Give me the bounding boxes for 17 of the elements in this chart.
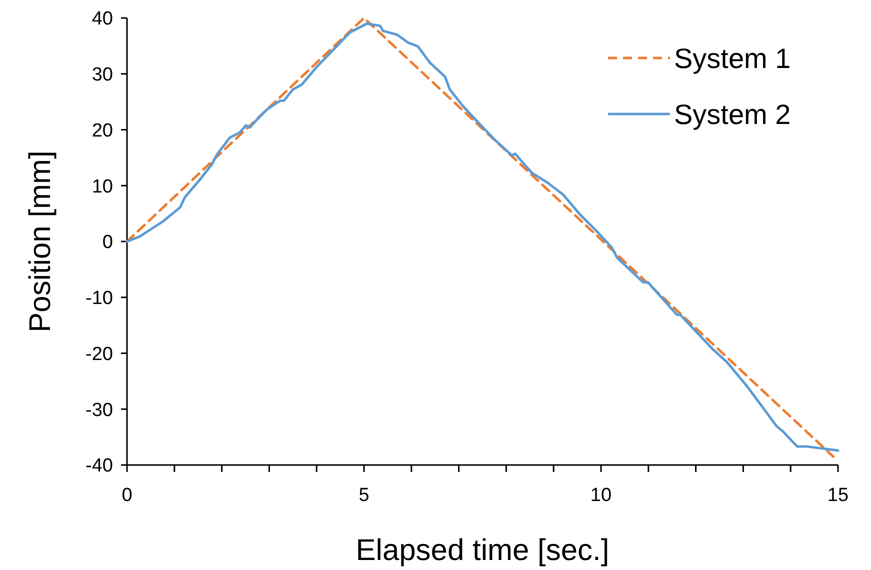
x-tick-label: 15 [827, 485, 849, 506]
y-tick-label: -30 [86, 400, 113, 421]
y-axis-title: Position [mm] [24, 150, 57, 332]
y-tick-label: -40 [86, 456, 113, 477]
y-tick-label: 40 [92, 8, 113, 30]
y-tick-label: -10 [86, 288, 113, 310]
y-tick-label: 30 [92, 64, 113, 86]
x-tick-label: 5 [358, 485, 370, 506]
legend-label: System 2 [674, 98, 791, 130]
y-tick-label: 20 [92, 120, 113, 142]
x-axis-title: Elapsed time [sec.] [356, 534, 610, 567]
x-tick-label: 0 [122, 485, 132, 506]
y-tick-label: -20 [86, 344, 113, 365]
y-tick-label: 10 [92, 176, 113, 198]
y-tick-label: 0 [102, 232, 113, 254]
legend-label: System 1 [674, 42, 791, 74]
x-tick-label: 10 [590, 485, 612, 506]
